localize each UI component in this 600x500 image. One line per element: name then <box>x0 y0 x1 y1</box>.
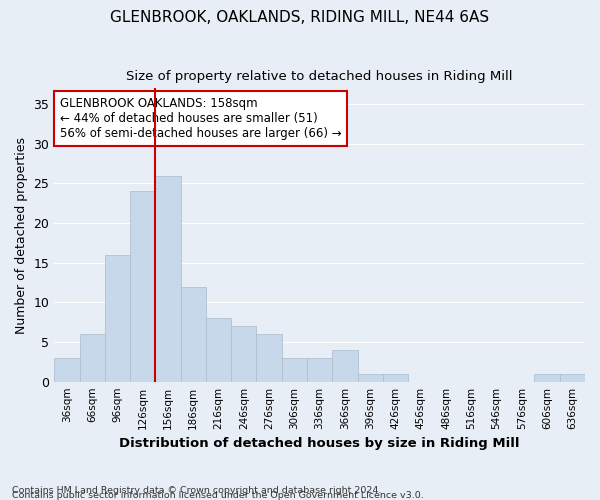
Text: GLENBROOK OAKLANDS: 158sqm
← 44% of detached houses are smaller (51)
56% of semi: GLENBROOK OAKLANDS: 158sqm ← 44% of deta… <box>59 97 341 140</box>
Bar <box>54 358 80 382</box>
Bar <box>358 374 383 382</box>
Bar <box>282 358 307 382</box>
Bar <box>307 358 332 382</box>
Text: GLENBROOK, OAKLANDS, RIDING MILL, NE44 6AS: GLENBROOK, OAKLANDS, RIDING MILL, NE44 6… <box>110 10 490 25</box>
Bar <box>256 334 282 382</box>
Title: Size of property relative to detached houses in Riding Mill: Size of property relative to detached ho… <box>127 70 513 83</box>
Bar <box>181 286 206 382</box>
Bar <box>560 374 585 382</box>
Bar <box>535 374 560 382</box>
Bar <box>206 318 231 382</box>
X-axis label: Distribution of detached houses by size in Riding Mill: Distribution of detached houses by size … <box>119 437 520 450</box>
Y-axis label: Number of detached properties: Number of detached properties <box>15 136 28 334</box>
Bar <box>80 334 105 382</box>
Bar <box>231 326 256 382</box>
Bar <box>332 350 358 382</box>
Text: Contains public sector information licensed under the Open Government Licence v3: Contains public sector information licen… <box>12 491 424 500</box>
Bar <box>130 192 155 382</box>
Bar <box>383 374 408 382</box>
Bar <box>105 255 130 382</box>
Text: Contains HM Land Registry data © Crown copyright and database right 2024.: Contains HM Land Registry data © Crown c… <box>12 486 382 495</box>
Bar <box>155 176 181 382</box>
